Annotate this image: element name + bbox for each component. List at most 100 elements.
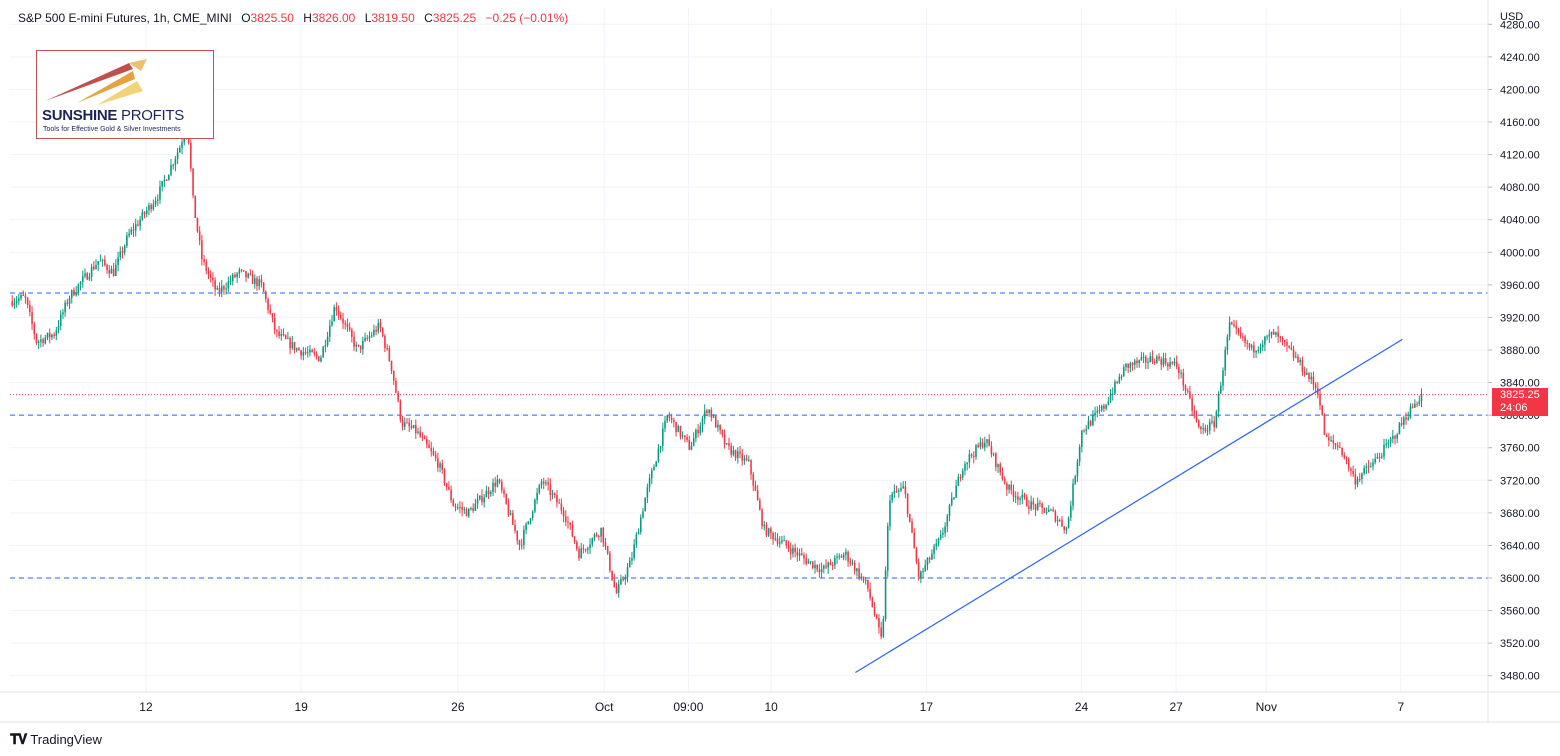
candle-body (258, 279, 261, 287)
candle-body (456, 507, 459, 509)
candle-body (864, 579, 867, 581)
candle-body (1385, 443, 1388, 445)
candle-body (1050, 509, 1052, 511)
candle-body (483, 497, 485, 503)
candle-body (514, 524, 516, 531)
candle-body (163, 179, 166, 182)
candle-body (1341, 447, 1343, 456)
candle-body (820, 568, 823, 573)
candle-body (933, 546, 935, 554)
candle-body (66, 302, 69, 304)
candle-body (1389, 438, 1392, 443)
candle-body (428, 444, 430, 449)
candle-body (1173, 361, 1176, 364)
candle-body (507, 503, 510, 515)
candle-body (242, 270, 245, 272)
candle-body (781, 540, 783, 543)
candle-body (750, 460, 752, 475)
candle-body (1186, 390, 1189, 392)
candle-body (937, 538, 940, 544)
candle-body (1030, 501, 1032, 509)
candle-body (853, 562, 856, 572)
candle-body (33, 323, 36, 335)
candle-body (600, 527, 602, 537)
candle-body (637, 532, 640, 535)
candle-body (370, 335, 373, 337)
candle-body (928, 557, 931, 560)
candle-body (489, 491, 492, 495)
candle-body (24, 295, 27, 298)
currency-label: USD (1500, 11, 1524, 23)
candle-body (148, 204, 150, 211)
candle-body (891, 493, 893, 501)
candle-body (655, 461, 657, 467)
candle-body (684, 435, 686, 437)
candle-body (789, 548, 792, 554)
candle-body (154, 200, 157, 205)
candle-body (1275, 332, 1277, 335)
candle-body (1233, 324, 1235, 327)
candle-body (1358, 478, 1361, 480)
logo-tagline: Tools for Effective Gold & Silver Invest… (43, 126, 181, 133)
candle-body (1067, 517, 1070, 528)
candle-body (141, 212, 144, 220)
candle-body (712, 416, 715, 418)
candle-body (591, 538, 594, 545)
candle-body (300, 350, 302, 356)
candle-body (1374, 458, 1376, 463)
candle-body (174, 158, 177, 165)
candle-body (1321, 405, 1324, 416)
candle-body (1306, 373, 1308, 375)
y-tick-label: 4080.00 (1500, 182, 1540, 194)
candle-body (979, 442, 982, 447)
candle-body (1277, 332, 1279, 337)
candle-body (97, 261, 100, 265)
candle-body (1028, 506, 1030, 509)
candle-body (1369, 466, 1372, 468)
candle-body (653, 466, 655, 471)
candle-body (1032, 501, 1035, 505)
candle-body (584, 549, 587, 551)
candle-body (265, 291, 267, 299)
candle-body (1328, 437, 1330, 441)
candle-body (55, 330, 58, 336)
candle-body (1127, 363, 1129, 368)
candle-body (659, 446, 662, 449)
open-label: O (241, 11, 251, 25)
candle-body (1131, 363, 1134, 365)
candle-body (842, 554, 845, 558)
candle-body (1118, 376, 1121, 383)
candle-body (1403, 417, 1405, 425)
candle-body (1021, 494, 1024, 499)
candle-body (1211, 421, 1213, 423)
candle-body (40, 339, 42, 342)
candle-body (355, 344, 358, 347)
candle-body (875, 614, 878, 619)
candle-body (571, 525, 574, 537)
candle-body (1250, 345, 1253, 348)
candle-body (1058, 520, 1061, 522)
candle-body (1034, 504, 1037, 510)
candle-body (123, 245, 126, 253)
candle-body (1248, 343, 1251, 348)
candle-body (342, 318, 344, 324)
candle-body (48, 332, 51, 338)
candle-body (800, 553, 803, 556)
candle-body (516, 530, 519, 541)
candle-body (454, 506, 457, 508)
candle-body (362, 340, 364, 350)
candle-body (298, 348, 300, 351)
candle-body (1136, 360, 1138, 364)
low-label: L (364, 11, 372, 25)
candle-body (1365, 466, 1368, 468)
candle-body (1175, 361, 1178, 367)
candle-body (717, 424, 719, 428)
candle-body (628, 560, 631, 568)
candle-body (406, 422, 408, 424)
candle-body (1376, 457, 1379, 459)
candle-body (915, 548, 918, 563)
candle-body (624, 577, 627, 580)
candle-body (904, 486, 907, 494)
candle-body (289, 338, 291, 349)
